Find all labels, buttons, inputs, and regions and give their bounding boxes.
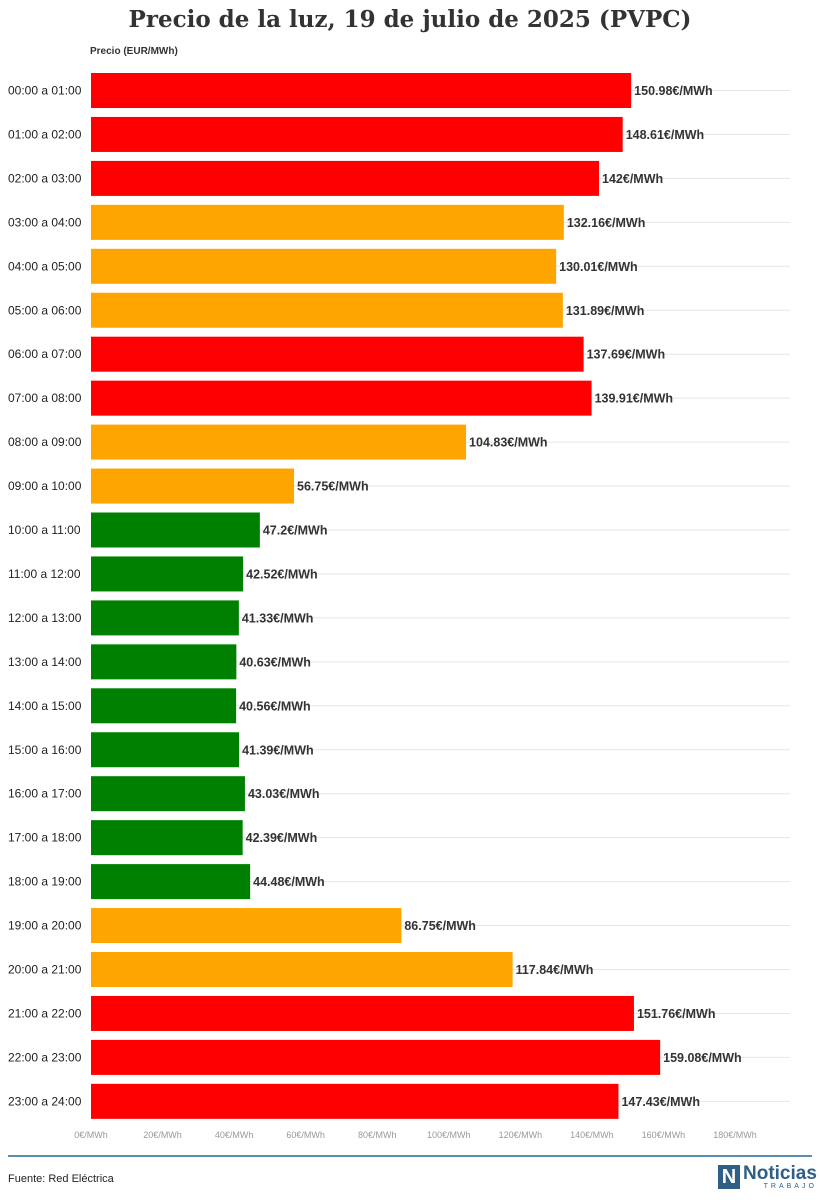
category-label: 22:00 a 23:00	[8, 1050, 82, 1064]
bar	[91, 1039, 661, 1075]
category-label: 13:00 a 14:00	[8, 655, 82, 669]
bar	[91, 1083, 619, 1119]
logo-text: Noticias TRABAJO	[743, 1164, 817, 1190]
value-label: 139.91€/MWh	[595, 392, 674, 406]
category-label: 18:00 a 19:00	[8, 875, 82, 889]
value-label: 56.75€/MWh	[297, 480, 369, 494]
category-label: 09:00 a 10:00	[8, 479, 82, 493]
value-label: 147.43€/MWh	[621, 1095, 700, 1109]
bar	[91, 468, 295, 504]
bar	[91, 644, 237, 680]
bar	[91, 732, 240, 768]
x-tick-label: 100€/MWh	[427, 1130, 471, 1140]
value-label: 86.75€/MWh	[404, 919, 476, 933]
bar	[91, 380, 592, 416]
value-label: 131.89€/MWh	[566, 304, 645, 318]
bar	[91, 556, 244, 592]
logo-word: Noticias	[743, 1163, 817, 1184]
logo-mark: N	[718, 1165, 740, 1189]
category-label: 20:00 a 21:00	[8, 963, 82, 977]
category-label: 06:00 a 07:00	[8, 347, 82, 361]
value-label: 159.08€/MWh	[663, 1051, 742, 1065]
category-label: 21:00 a 22:00	[8, 1006, 82, 1020]
value-label: 44.48€/MWh	[253, 875, 325, 889]
bar	[91, 995, 634, 1031]
value-label: 40.63€/MWh	[239, 655, 311, 669]
chart-title: Precio de la luz, 19 de julio de 2025 (P…	[128, 6, 692, 33]
x-tick-label: 0€/MWh	[74, 1130, 108, 1140]
value-label: 40.56€/MWh	[239, 699, 311, 713]
value-label: 148.61€/MWh	[626, 128, 705, 142]
x-tick-label: 40€/MWh	[215, 1130, 254, 1140]
category-label: 12:00 a 13:00	[8, 611, 82, 625]
category-label: 15:00 a 16:00	[8, 743, 82, 757]
bar	[91, 864, 251, 900]
x-tick-label: 160€/MWh	[642, 1130, 686, 1140]
bar	[91, 336, 584, 372]
value-label: 47.2€/MWh	[263, 524, 328, 538]
x-tick-label: 140€/MWh	[570, 1130, 614, 1140]
category-label: 05:00 a 06:00	[8, 303, 82, 317]
source-note: Fuente: Red Eléctrica	[8, 1173, 114, 1185]
bar-chart: 00:00 a 01:00 150.98€/MWh 01:00 a 02:00 148…	[8, 73, 790, 1140]
value-label: 43.03€/MWh	[248, 787, 320, 801]
value-label: 117.84€/MWh	[516, 963, 594, 977]
value-label: 151.76€/MWh	[637, 1007, 716, 1021]
bar	[91, 292, 563, 328]
bar	[91, 952, 513, 987]
x-tick-label: 20€/MWh	[143, 1130, 182, 1140]
bar	[91, 908, 402, 944]
category-label: 04:00 a 05:00	[8, 259, 82, 273]
category-label: 16:00 a 17:00	[8, 787, 82, 801]
value-label: 104.83€/MWh	[469, 436, 548, 450]
value-label: 137.69€/MWh	[587, 348, 666, 362]
category-label: 10:00 a 11:00	[8, 523, 81, 537]
bar	[91, 160, 600, 196]
value-label: 41.33€/MWh	[242, 611, 314, 625]
value-label: 150.98€/MWh	[634, 84, 713, 98]
bar	[91, 424, 467, 460]
value-label: 130.01€/MWh	[559, 260, 638, 274]
x-tick-label: 60€/MWh	[286, 1130, 325, 1140]
value-label: 41.39€/MWh	[242, 743, 314, 757]
category-label: 23:00 a 24:00	[8, 1094, 82, 1108]
x-tick-label: 180€/MWh	[713, 1130, 757, 1140]
bar	[91, 600, 239, 636]
noticias-trabajo-logo: N Noticias TRABAJO	[718, 1163, 817, 1191]
category-label: 19:00 a 20:00	[8, 919, 82, 933]
bar	[91, 688, 237, 724]
category-label: 17:00 a 18:00	[8, 831, 82, 845]
category-label: 01:00 a 02:00	[8, 127, 82, 141]
bar	[91, 248, 557, 284]
category-label: 02:00 a 03:00	[8, 171, 82, 185]
value-label: 42.52€/MWh	[246, 567, 318, 581]
x-tick-label: 120€/MWh	[499, 1130, 543, 1140]
bar	[91, 116, 623, 152]
category-label: 11:00 a 12:00	[8, 567, 81, 581]
value-label: 132.16€/MWh	[567, 216, 646, 230]
value-label: 42.39€/MWh	[246, 831, 318, 845]
footer-divider	[8, 1155, 812, 1157]
category-label: 08:00 a 09:00	[8, 435, 82, 449]
category-label: 03:00 a 04:00	[8, 215, 82, 229]
bar	[91, 204, 564, 240]
bar	[91, 512, 260, 548]
bar	[91, 776, 245, 812]
x-tick-label: 80€/MWh	[358, 1130, 397, 1140]
bar	[91, 73, 632, 108]
category-label: 07:00 a 08:00	[8, 391, 82, 405]
value-label: 142€/MWh	[602, 172, 663, 186]
category-label: 00:00 a 01:00	[8, 84, 82, 98]
category-label: 14:00 a 15:00	[8, 699, 82, 713]
axis-caption: Precio (EUR/MWh)	[90, 46, 178, 57]
bar	[91, 820, 243, 856]
logo-subtitle: TRABAJO	[763, 1183, 817, 1190]
